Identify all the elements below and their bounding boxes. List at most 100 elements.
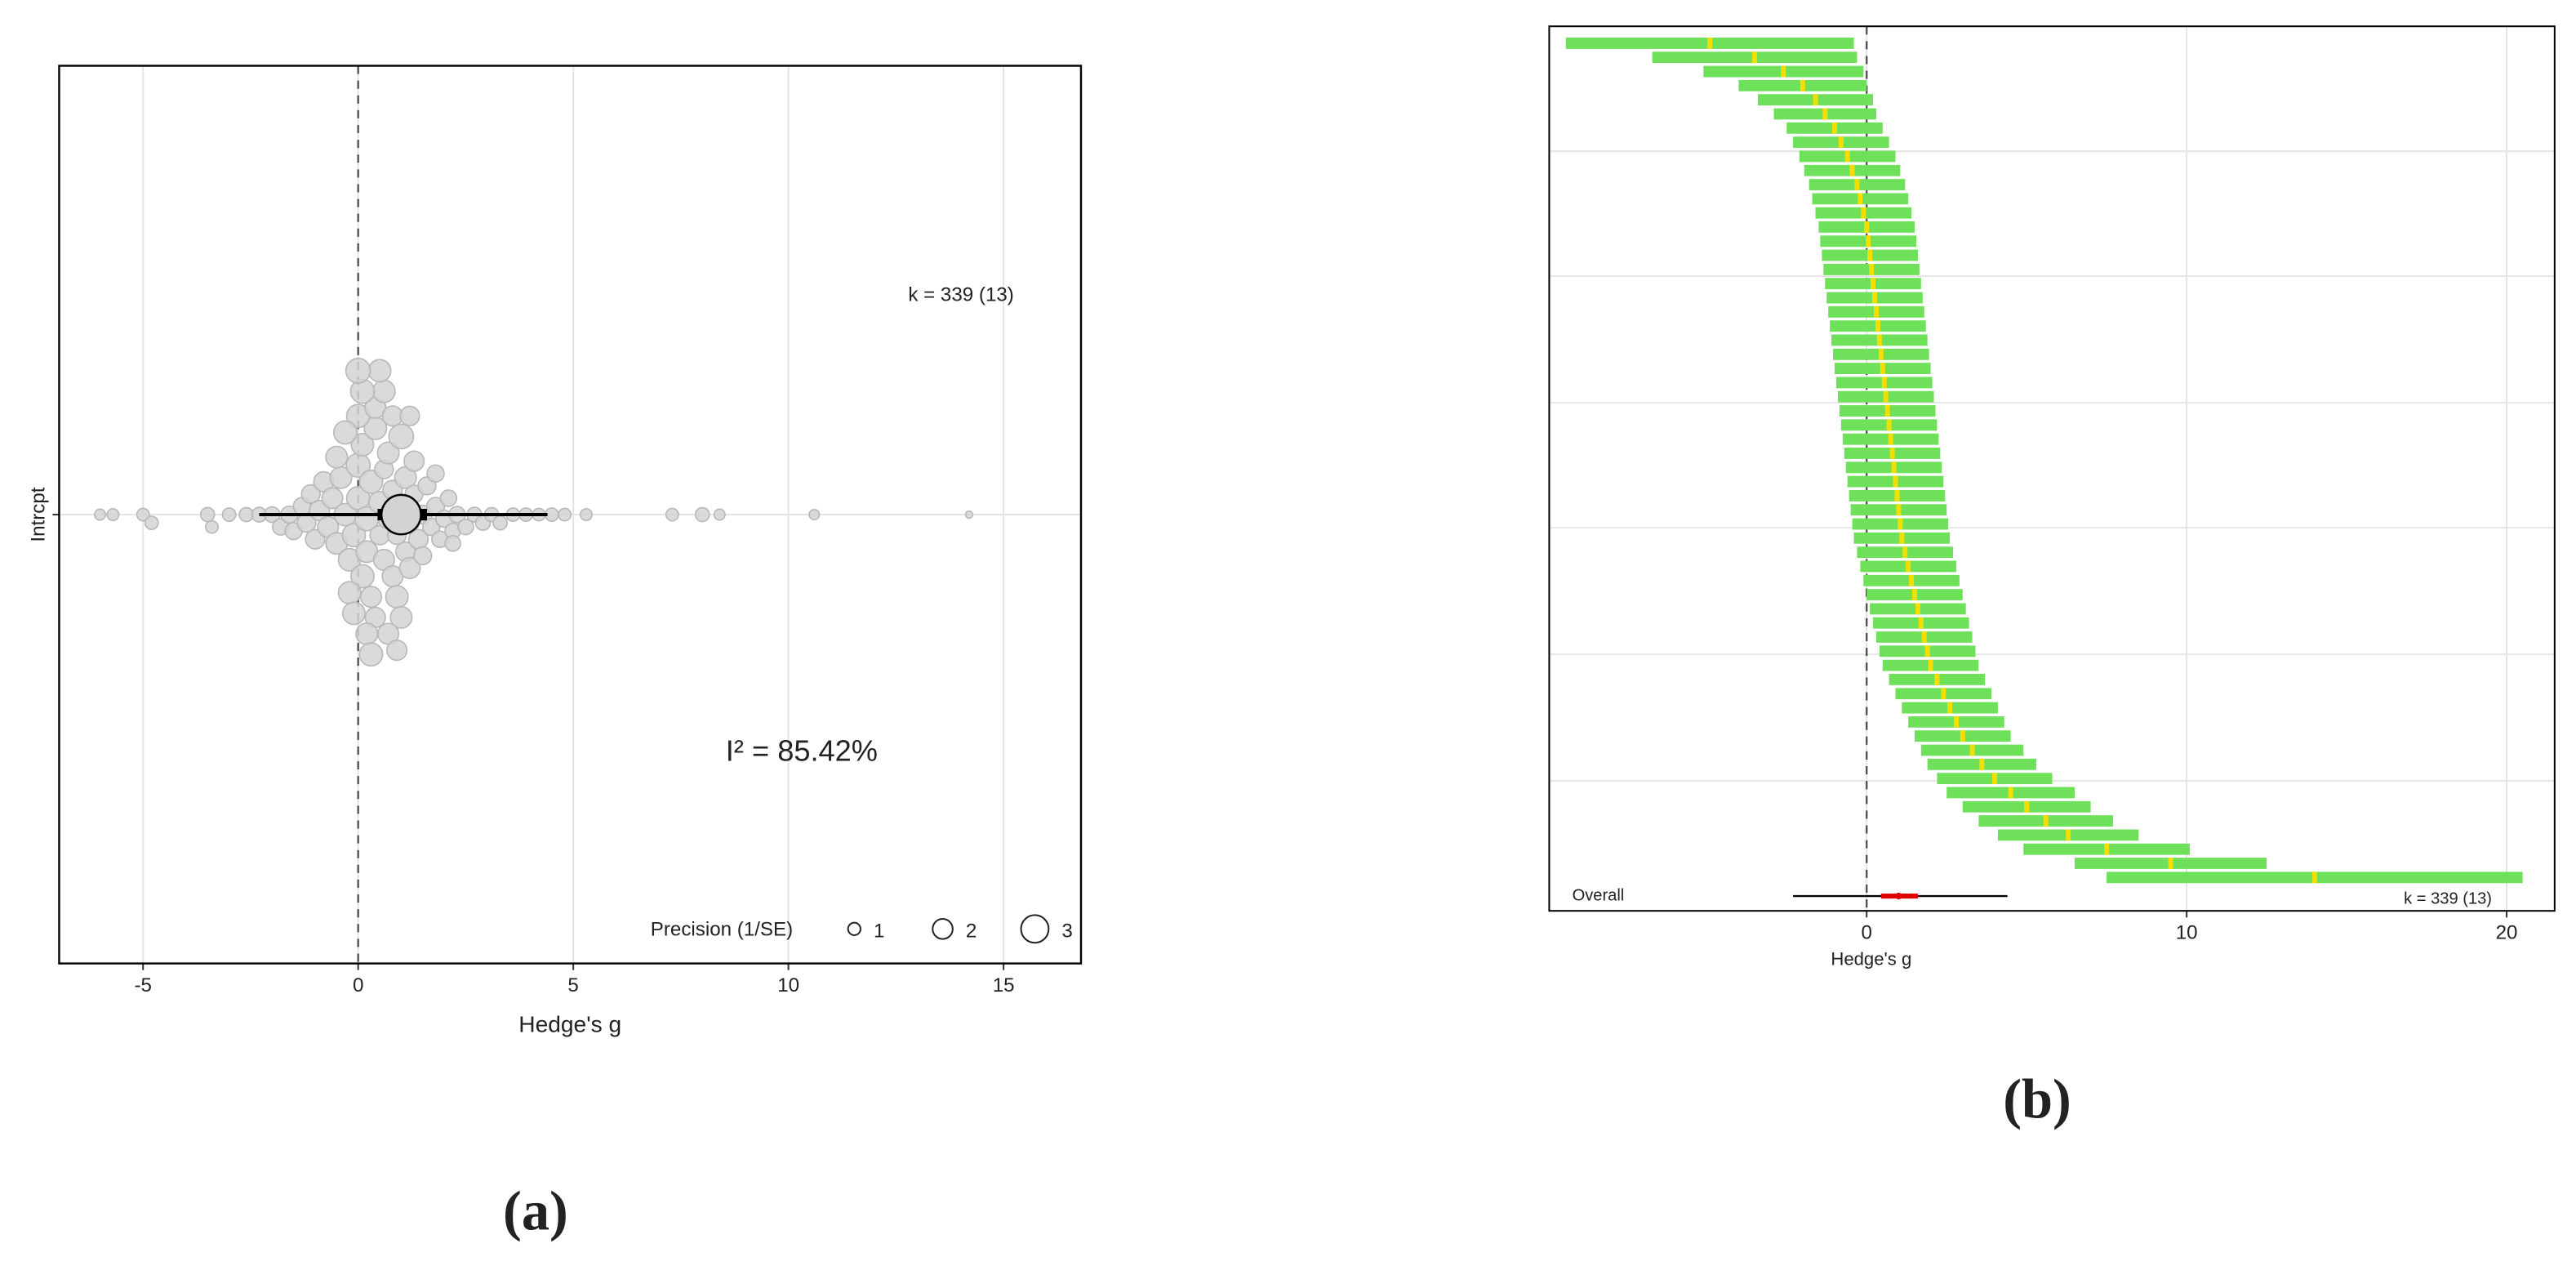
effect-size-point	[221, 507, 237, 522]
study-estimate	[2043, 815, 2049, 827]
effect-size-point	[300, 484, 321, 505]
panel-label: (a)	[503, 1179, 568, 1242]
study-estimate	[2024, 800, 2030, 813]
study-estimate	[1906, 560, 1911, 573]
x-axis-title: Hedge's g	[1831, 948, 1911, 969]
study-estimate	[1867, 249, 1873, 261]
effect-size-point	[422, 517, 441, 537]
effect-size-point	[136, 507, 150, 522]
study-estimate	[1991, 773, 1997, 785]
study-estimate	[1898, 518, 1903, 530]
overall-estimate	[380, 493, 422, 536]
effect-size-point	[376, 441, 400, 465]
y-tick-label: Intrcpt	[28, 487, 50, 542]
legend-label: 1	[874, 921, 884, 943]
effect-size-point	[388, 423, 415, 450]
effect-size-point	[144, 515, 159, 531]
effect-size-point	[413, 546, 433, 566]
study-estimate	[2168, 858, 2173, 869]
study-estimate	[1854, 179, 1860, 190]
study-estimate	[1838, 136, 1844, 149]
i2-annotation: I² = 85.42%	[726, 733, 878, 767]
x-tick-label: -5	[134, 974, 151, 996]
legend-key	[1020, 914, 1050, 944]
x-tick-label: 15	[993, 974, 1015, 996]
study-estimate	[1800, 79, 1805, 91]
plot-frame	[58, 65, 1083, 965]
study-estimate	[1884, 405, 1890, 417]
study-estimate	[1889, 448, 1895, 459]
study-estimate	[1928, 659, 1933, 671]
study-estimate	[2066, 829, 2071, 841]
overall-label: Overall	[1573, 886, 1625, 904]
effect-size-point	[325, 445, 349, 469]
effect-size-point	[332, 420, 358, 445]
study-estimate	[1869, 263, 1875, 275]
effect-size-point	[106, 508, 120, 522]
effect-size-point	[321, 487, 344, 510]
study-estimate	[1707, 38, 1713, 49]
x-tick-label: 10	[2176, 922, 2198, 944]
study-estimate	[1911, 589, 1918, 601]
study-estimate	[1873, 305, 1879, 318]
effect-size-point	[579, 508, 593, 522]
effect-size-point	[371, 379, 396, 403]
study-estimate	[1891, 461, 1897, 474]
study-estimate	[1893, 475, 1898, 488]
study-estimate	[1941, 688, 1946, 700]
effect-size-point	[341, 523, 367, 548]
effect-size-point	[93, 508, 107, 521]
x-tick-label: 10	[777, 974, 799, 996]
effect-size-point	[492, 515, 508, 531]
study-estimate	[1909, 574, 1915, 586]
study-estimate	[1876, 334, 1882, 346]
study-estimate	[1875, 320, 1880, 332]
panel-label: (b)	[2003, 1068, 2071, 1130]
effect-size-point	[558, 507, 572, 522]
overall-estimate	[1897, 893, 1901, 900]
study-estimate	[1934, 674, 1940, 685]
study-estimate	[1844, 150, 1850, 163]
study-estimate	[1979, 758, 1985, 770]
effect-size-point	[964, 510, 974, 519]
study-estimate	[1822, 108, 1828, 120]
effect-size-point	[345, 358, 371, 384]
legend-title: Precision (1/SE)	[651, 919, 793, 941]
effect-size-point	[367, 359, 392, 383]
effect-size-point	[439, 489, 458, 507]
study-estimate	[1857, 193, 1863, 205]
study-estimate	[1849, 164, 1855, 176]
effect-size-point	[386, 640, 408, 662]
study-estimate	[1899, 532, 1905, 544]
study-estimate	[1924, 645, 1930, 658]
study-estimate	[1871, 292, 1878, 304]
legend-key	[847, 921, 861, 936]
effect-size-point	[808, 508, 821, 521]
study-estimate	[2008, 787, 2013, 799]
effect-size-point	[199, 506, 216, 523]
effect-size-point	[337, 581, 362, 605]
study-estimate	[1866, 235, 1871, 247]
study-estimate	[1861, 207, 1866, 219]
effect-size-point	[389, 605, 413, 629]
study-estimate	[1915, 603, 1920, 615]
k-annotation: k = 339 (13)	[908, 284, 1013, 306]
effect-size-point	[359, 586, 383, 609]
study-estimate	[1888, 433, 1893, 445]
study-estimate	[1813, 94, 1818, 106]
study-estimate	[2104, 843, 2110, 855]
x-tick-label: 20	[2496, 922, 2518, 944]
legend-label: 3	[1061, 921, 1072, 943]
study-estimate	[1832, 122, 1838, 134]
effect-size-point	[385, 585, 409, 609]
study-estimate	[1918, 617, 1924, 629]
effect-size-point	[399, 405, 420, 426]
effect-size-point	[358, 642, 384, 667]
x-axis-title: Hedge's g	[518, 1011, 621, 1037]
study-estimate	[1752, 51, 1758, 64]
study-estimate	[1883, 390, 1889, 403]
study-estimate	[1886, 419, 1892, 431]
study-estimate	[1871, 278, 1876, 290]
effect-size-point	[355, 622, 379, 645]
